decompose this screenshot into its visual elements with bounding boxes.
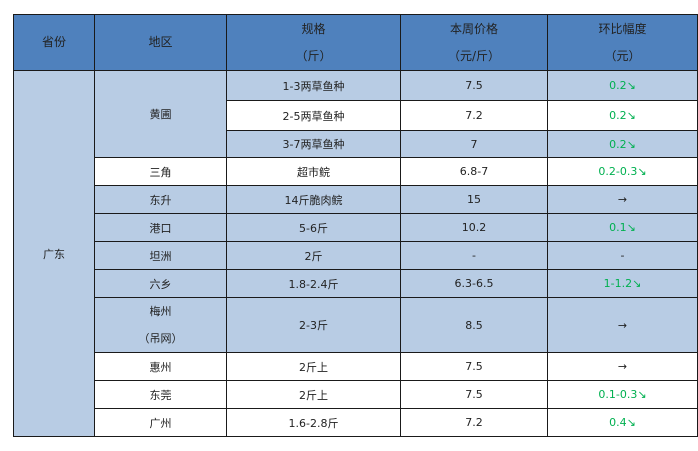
price-cell: 7 — [400, 130, 548, 158]
header-price-line1: 本周价格 — [449, 21, 498, 36]
price-cell: 7.2 — [400, 100, 548, 131]
spec-cell: 1.8-2.4斤 — [226, 269, 401, 298]
table-row: 广州 1.6-2.8斤 7.2 0.4↘ — [13, 408, 698, 437]
header-province: 省份 — [13, 14, 95, 71]
change-cell: 0.4↘ — [547, 408, 698, 437]
header-region: 地区 — [94, 14, 227, 71]
region-cell: 广州 — [94, 408, 227, 437]
region-cell: 东升 — [94, 185, 227, 214]
region-line2: （吊网） — [138, 332, 183, 345]
header-price-line2: （元/斤） — [447, 48, 501, 63]
price-cell: 7.5 — [400, 70, 548, 101]
spec-cell: 超市鲩 — [226, 157, 401, 186]
price-cell: 10.2 — [400, 213, 548, 242]
spec-cell: 14斤脆肉鲩 — [226, 185, 401, 214]
change-cell: → — [547, 352, 698, 381]
table-row: 3-7两草鱼种 7 0.2↘ — [14, 130, 698, 158]
table-row: 2-5两草鱼种 7.2 0.2↘ — [14, 100, 698, 131]
spec-cell: 2斤上 — [226, 352, 401, 381]
region-cell: 梅州 （吊网） — [94, 297, 227, 353]
price-cell: 6.3-6.5 — [400, 269, 548, 298]
change-cell: → — [547, 185, 698, 214]
table-row: 广东 黄圃 1-3两草鱼种 7.5 0.2↘ — [13, 70, 698, 437]
table-row: 东莞 2斤上 7.5 0.1-0.3↘ — [13, 380, 698, 409]
province-cell: 广东 — [13, 70, 95, 437]
region-cell: 黄圃 — [94, 70, 227, 158]
table-row: 梅州 （吊网） 2-3斤 8.5 → — [13, 297, 698, 353]
table-row: 六乡 1.8-2.4斤 6.3-6.5 1-1.2↘ — [13, 269, 698, 298]
table-row: 三角 超市鲩 6.8-7 0.2-0.3↘ — [13, 157, 698, 186]
change-cell: 0.2↘ — [547, 100, 698, 131]
change-cell: 0.1-0.3↘ — [547, 380, 698, 409]
region-cell: 惠州 — [94, 352, 227, 381]
price-cell: 8.5 — [400, 297, 548, 353]
region-cell: 坦洲 — [94, 241, 227, 270]
spec-cell: 1.6-2.8斤 — [226, 408, 401, 437]
header-row: 省份 地区 规格 （斤） 本周价格 （元/斤） 环比幅度 （元） — [13, 14, 698, 71]
spec-cell: 2-5两草鱼种 — [226, 100, 401, 131]
change-cell: 0.1↘ — [547, 213, 698, 242]
spec-cell: 1-3两草鱼种 — [226, 70, 401, 101]
price-cell: 7.5 — [400, 352, 548, 381]
price-cell: 6.8-7 — [400, 157, 548, 186]
spec-cell: 2斤 — [226, 241, 401, 270]
price-cell: 7.5 — [400, 380, 548, 409]
change-cell: 0.2↘ — [547, 130, 698, 158]
price-cell: - — [400, 241, 548, 270]
header-price: 本周价格 （元/斤） — [400, 14, 548, 71]
table-row: 坦洲 2斤 - - — [13, 241, 698, 270]
header-change-line2: （元） — [604, 48, 641, 63]
change-cell: 0.2-0.3↘ — [547, 157, 698, 186]
header-spec-line2: （斤） — [295, 48, 332, 63]
price-table: 省份 地区 规格 （斤） 本周价格 （元/斤） 环比幅度 （元） 广东 黄圃 1-3两… — [13, 14, 698, 437]
region-cell: 东莞 — [94, 380, 227, 409]
table-row: 港口 5-6斤 10.2 0.1↘ — [13, 213, 698, 242]
change-cell: 1-1.2↘ — [547, 269, 698, 298]
region-cell: 六乡 — [94, 269, 227, 298]
header-spec-line1: 规格 — [301, 21, 326, 36]
header-change: 环比幅度 （元） — [547, 14, 698, 71]
spec-cell: 2斤上 — [226, 380, 401, 409]
table-row: 惠州 2斤上 7.5 → — [13, 352, 698, 381]
spec-cell: 2-3斤 — [226, 297, 401, 353]
header-spec: 规格 （斤） — [226, 14, 401, 71]
spec-cell: 3-7两草鱼种 — [226, 130, 401, 158]
change-cell: - — [547, 241, 698, 270]
region-line1: 梅州 — [149, 305, 172, 318]
region-cell: 港口 — [94, 213, 227, 242]
change-cell: → — [547, 297, 698, 353]
region-cell: 三角 — [94, 157, 227, 186]
spec-cell: 5-6斤 — [226, 213, 401, 242]
change-cell: 0.2↘ — [547, 70, 698, 101]
price-cell: 15 — [400, 185, 548, 214]
price-cell: 7.2 — [400, 408, 548, 437]
table-row: 东升 14斤脆肉鲩 15 → — [13, 185, 698, 214]
header-change-line1: 环比幅度 — [598, 21, 647, 36]
